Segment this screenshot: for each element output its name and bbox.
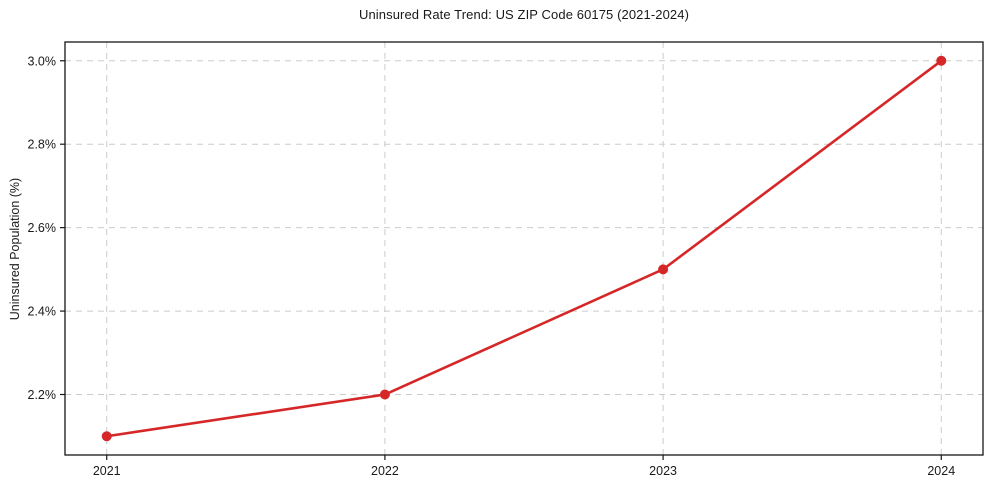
x-tick-label: 2024 (927, 464, 955, 478)
y-tick-label: 2.6% (28, 221, 57, 235)
x-tick-label: 2023 (649, 464, 677, 478)
y-tick-label: 2.4% (28, 305, 57, 319)
trend-line (105, 59, 943, 438)
chart-title: Uninsured Rate Trend: US ZIP Code 60175 … (358, 7, 690, 22)
data-point-marker (936, 55, 947, 66)
y-tick-label: 2.2% (28, 388, 57, 402)
x-tick-label: 2021 (93, 464, 121, 478)
data-point-marker (101, 431, 112, 442)
y-tick-label: 2.8% (28, 138, 57, 152)
data-point-marker (379, 389, 390, 400)
x-tick-label: 2022 (371, 464, 399, 478)
data-point-marker (658, 264, 669, 275)
plot-border (64, 41, 984, 456)
y-tick-label: 3.0% (28, 54, 57, 68)
